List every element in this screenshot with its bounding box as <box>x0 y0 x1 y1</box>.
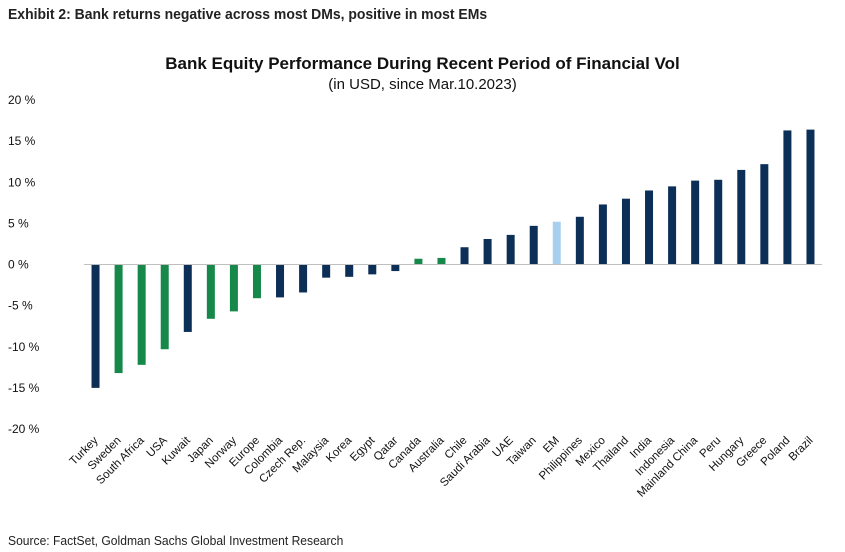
y-axis: 20 % 15 % 10 % 5 % 0 % -5 % -10 % -15 % -20 % <box>8 93 40 436</box>
y-tick-label: -15 % <box>8 381 40 395</box>
bar-qatar <box>391 264 400 272</box>
bar-turkey <box>91 264 100 388</box>
bar-canada <box>414 258 423 265</box>
bar-uae <box>506 234 515 265</box>
bars-group <box>91 129 815 388</box>
bar-mainland-china <box>691 180 700 265</box>
y-tick-label: 10 % <box>8 175 36 189</box>
y-tick-label: -10 % <box>8 340 40 354</box>
bar-poland <box>783 130 792 265</box>
x-tick-label: Egypt <box>348 434 378 464</box>
bar-brazil <box>806 129 815 265</box>
bar-chile <box>460 247 469 265</box>
bar-mexico <box>598 204 607 265</box>
bar-japan <box>206 264 215 319</box>
bar-thailand <box>621 198 630 265</box>
x-tick-label: Korea <box>324 434 355 465</box>
bar-philippines <box>575 216 584 265</box>
bar-czech-rep <box>299 264 308 293</box>
y-tick-label: 0 % <box>8 258 29 272</box>
chart-subtitle: (in USD, since Mar.10.2023) <box>328 76 517 93</box>
bar-india <box>645 190 654 265</box>
bar-europe <box>252 264 261 299</box>
bar-hungary <box>737 169 746 265</box>
exhibit-title: Exhibit 2: Bank returns negative across … <box>8 6 488 23</box>
bar-norway <box>229 264 238 312</box>
bar-sweden <box>114 264 123 374</box>
y-tick-label: 20 % <box>8 93 36 107</box>
bar-taiwan <box>529 225 538 265</box>
bar-kuwait <box>183 264 192 332</box>
bar-greece <box>760 164 769 265</box>
chart-title: Bank Equity Performance During Recent Pe… <box>165 54 680 73</box>
y-tick-label: -20 % <box>8 422 40 436</box>
bar-saudi-arabia <box>483 239 492 265</box>
bar-egypt <box>368 264 377 275</box>
bar-usa <box>160 264 169 350</box>
bar-indonesia <box>668 186 677 265</box>
bar-korea <box>345 264 354 277</box>
y-tick-label: -5 % <box>8 299 33 313</box>
bar-south-africa <box>137 264 146 365</box>
bar-peru <box>714 179 723 265</box>
bar-em <box>552 221 561 265</box>
y-tick-label: 15 % <box>8 134 36 148</box>
bar-malaysia <box>322 264 331 278</box>
y-tick-label: 5 % <box>8 216 29 230</box>
x-tick-label: Brazil <box>787 435 816 464</box>
source-note: Source: FactSet, Goldman Sachs Global In… <box>8 533 344 548</box>
bar-colombia <box>276 264 285 298</box>
bar-australia <box>437 257 446 265</box>
